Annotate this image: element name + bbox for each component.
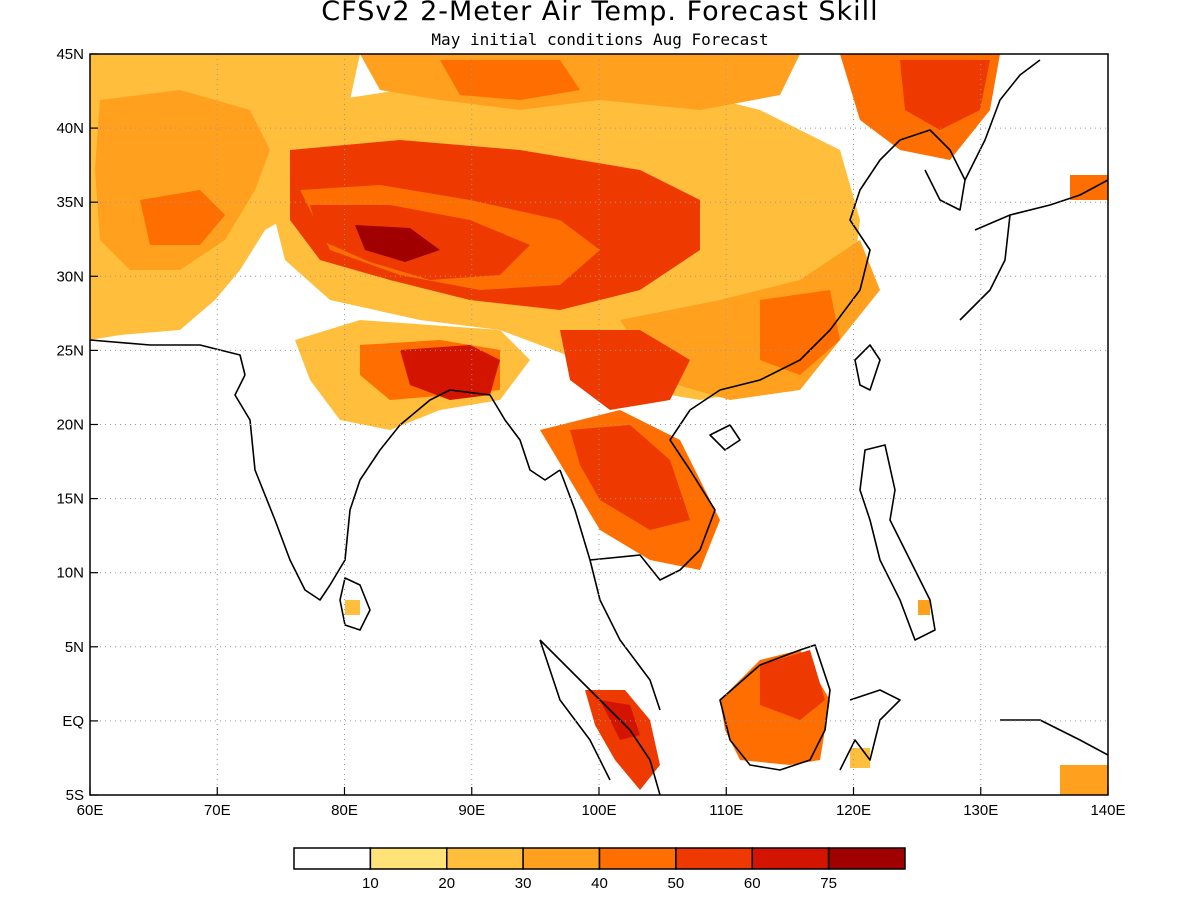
x-tick-label: 60E [77, 802, 104, 819]
x-tick-label: 70E [204, 802, 231, 819]
y-tick-label: 15N [56, 491, 84, 508]
region-sumatra [585, 690, 660, 790]
region-western-asia-inner [95, 90, 270, 270]
map-subtitle: May initial conditions Aug Forecast [431, 30, 769, 49]
x-tick-label: 120E [836, 802, 871, 819]
x-axis: 60E 70E 80E 90E 100E 110E 120E 130E 140E [77, 787, 1126, 819]
colorbar: 10 20 30 40 50 60 75 [293, 847, 906, 892]
map-title: CFSv2 2-Meter Air Temp. Forecast Skill [321, 0, 879, 27]
coastline-gulf-of-thailand [589, 139, 901, 581]
y-tick-label: 30N [56, 268, 84, 285]
coastline-sulawesi [839, 689, 901, 771]
y-tick-label: 5N [65, 639, 84, 656]
x-tick-label: 140E [1090, 802, 1125, 819]
y-tick-label: 40N [56, 120, 84, 137]
coastline-malay-peninsula [559, 469, 661, 711]
y-tick-label: EQ [62, 713, 84, 730]
coastline-hainan [709, 424, 741, 451]
y-tick-label: 5S [66, 787, 84, 804]
region-yunnan-core [575, 345, 665, 395]
region-patch-sulawesi [850, 748, 870, 768]
y-tick-label: 45N [56, 46, 84, 63]
colorbar-label: 40 [591, 875, 608, 892]
x-tick-label: 90E [458, 802, 485, 819]
region-patch-philippines [918, 600, 930, 615]
x-tick-label: 80E [331, 802, 358, 819]
colorbar-swatch [675, 847, 753, 870]
x-tick-label: 130E [963, 802, 998, 819]
colorbar-swatch [369, 847, 448, 870]
y-tick-label: 25N [56, 342, 84, 359]
region-patch-new-guinea [1060, 765, 1108, 795]
coastlines [90, 59, 1108, 795]
colorbar-swatch [598, 847, 677, 870]
colorbar-swatch [827, 847, 906, 870]
coastline-northeast [964, 59, 1041, 181]
colorbar-swatch [751, 847, 830, 870]
coastline-arabia-iran [90, 339, 246, 376]
colorbar-swatch [446, 847, 524, 870]
colorbar-label: 60 [744, 875, 761, 892]
x-tick-label: 100E [581, 802, 616, 819]
region-northeast-china-core [900, 60, 990, 130]
map-grid [90, 54, 1108, 795]
colorbar-swatch [522, 847, 601, 870]
coastline-sri-lanka [339, 577, 371, 631]
region-tibet-core [355, 225, 440, 262]
region-bangladesh [400, 345, 500, 400]
colorbar-swatch [293, 847, 372, 870]
region-indochina-core [570, 425, 690, 530]
coastline-borneo [719, 644, 831, 771]
skill-shading [90, 54, 1108, 795]
coastline-india [234, 374, 451, 601]
coastline-japan [959, 179, 1108, 321]
region-patch-ceylon [345, 600, 360, 615]
coastline-philippines [859, 444, 936, 641]
y-tick-label: 35N [56, 194, 84, 211]
colorbar-label: 20 [438, 875, 455, 892]
y-tick-label: 10N [56, 565, 84, 582]
y-axis: 45N 40N 35N 30N 25N 20N 15N 10N 5N EQ 5S [56, 46, 98, 804]
region-mongolia-core [440, 60, 580, 100]
region-south-china-core [760, 290, 840, 375]
region-western-asia-spot [140, 190, 225, 245]
coastline-new-guinea [1000, 719, 1108, 756]
coastline-taiwan [854, 344, 881, 391]
colorbar-label: 30 [515, 875, 532, 892]
colorbar-label: 75 [820, 875, 837, 892]
coastline-sumatra [539, 639, 661, 795]
y-tick-label: 20N [56, 417, 84, 434]
colorbar-label: 50 [668, 875, 685, 892]
region-borneo-core [760, 650, 825, 720]
coastline-bay-of-bengal-east [449, 389, 561, 481]
colorbar-label: 10 [362, 875, 379, 892]
x-tick-label: 110E [709, 802, 743, 819]
